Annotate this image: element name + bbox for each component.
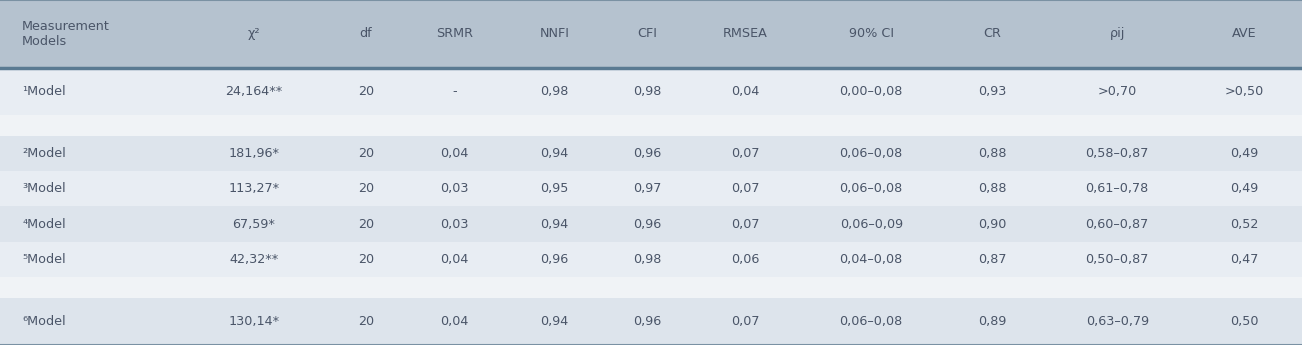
Text: 0,52: 0,52 bbox=[1230, 218, 1258, 230]
Text: 0,58–0,87: 0,58–0,87 bbox=[1086, 147, 1148, 160]
Text: ⁴Model: ⁴Model bbox=[22, 218, 66, 230]
Text: 20: 20 bbox=[358, 253, 374, 266]
Text: RMSEA: RMSEA bbox=[723, 28, 768, 40]
Text: 0,04: 0,04 bbox=[440, 315, 469, 328]
Text: Measurement
Models: Measurement Models bbox=[22, 20, 109, 48]
Text: 0,06–0,09: 0,06–0,09 bbox=[840, 218, 902, 230]
Text: 0,98: 0,98 bbox=[540, 85, 569, 98]
Text: >0,50: >0,50 bbox=[1224, 85, 1263, 98]
Text: 0,97: 0,97 bbox=[633, 182, 661, 195]
Text: 0,94: 0,94 bbox=[540, 147, 569, 160]
Text: 0,96: 0,96 bbox=[540, 253, 569, 266]
Text: 0,60–0,87: 0,60–0,87 bbox=[1086, 218, 1148, 230]
Bar bbox=[0, 68, 1302, 115]
Text: 0,03: 0,03 bbox=[440, 218, 469, 230]
Text: 0,88: 0,88 bbox=[978, 182, 1006, 195]
Text: 20: 20 bbox=[358, 218, 374, 230]
Text: 0,95: 0,95 bbox=[540, 182, 569, 195]
Text: 0,96: 0,96 bbox=[633, 218, 661, 230]
Text: 0,96: 0,96 bbox=[633, 147, 661, 160]
Text: 0,94: 0,94 bbox=[540, 315, 569, 328]
Text: ¹Model: ¹Model bbox=[22, 85, 66, 98]
Text: 181,96*: 181,96* bbox=[228, 147, 280, 160]
Text: CR: CR bbox=[983, 28, 1001, 40]
Text: 0,98: 0,98 bbox=[633, 85, 661, 98]
Text: AVE: AVE bbox=[1232, 28, 1256, 40]
Text: df: df bbox=[359, 28, 372, 40]
Text: 24,164**: 24,164** bbox=[225, 85, 283, 98]
Text: NNFI: NNFI bbox=[539, 28, 569, 40]
Bar bbox=[0, 115, 1302, 136]
Text: 0,07: 0,07 bbox=[730, 315, 759, 328]
Text: 0,90: 0,90 bbox=[978, 218, 1006, 230]
Text: ³Model: ³Model bbox=[22, 182, 66, 195]
Text: 0,49: 0,49 bbox=[1230, 182, 1258, 195]
Text: 0,96: 0,96 bbox=[633, 315, 661, 328]
Text: 20: 20 bbox=[358, 315, 374, 328]
Text: -: - bbox=[452, 85, 457, 98]
Text: 0,00–0,08: 0,00–0,08 bbox=[840, 85, 902, 98]
Text: 0,50–0,87: 0,50–0,87 bbox=[1086, 253, 1148, 266]
Text: 90% CI: 90% CI bbox=[849, 28, 893, 40]
Text: 0,06–0,08: 0,06–0,08 bbox=[840, 315, 902, 328]
Bar bbox=[0, 298, 1302, 345]
Bar bbox=[0, 136, 1302, 171]
Text: 0,07: 0,07 bbox=[730, 182, 759, 195]
Bar bbox=[0, 242, 1302, 277]
Text: 0,94: 0,94 bbox=[540, 218, 569, 230]
Text: 0,06–0,08: 0,06–0,08 bbox=[840, 182, 902, 195]
Text: 0,49: 0,49 bbox=[1230, 147, 1258, 160]
Text: ⁶Model: ⁶Model bbox=[22, 315, 66, 328]
Text: SRMR: SRMR bbox=[436, 28, 473, 40]
Text: 0,04: 0,04 bbox=[440, 147, 469, 160]
Text: χ²: χ² bbox=[247, 28, 260, 40]
Text: ²Model: ²Model bbox=[22, 147, 66, 160]
Text: CFI: CFI bbox=[637, 28, 658, 40]
Text: 20: 20 bbox=[358, 85, 374, 98]
Text: 20: 20 bbox=[358, 182, 374, 195]
Text: 0,06: 0,06 bbox=[732, 253, 759, 266]
Text: 0,93: 0,93 bbox=[978, 85, 1006, 98]
Text: 130,14*: 130,14* bbox=[228, 315, 280, 328]
Text: 0,47: 0,47 bbox=[1230, 253, 1258, 266]
Text: 0,50: 0,50 bbox=[1229, 315, 1258, 328]
Text: 0,04–0,08: 0,04–0,08 bbox=[840, 253, 902, 266]
Text: 42,32**: 42,32** bbox=[229, 253, 279, 266]
Bar bbox=[0, 277, 1302, 298]
Text: 0,63–0,79: 0,63–0,79 bbox=[1086, 315, 1148, 328]
Text: 0,07: 0,07 bbox=[730, 218, 759, 230]
Text: ⁵Model: ⁵Model bbox=[22, 253, 66, 266]
Text: ρij: ρij bbox=[1109, 28, 1125, 40]
Bar bbox=[0, 171, 1302, 206]
Text: 0,07: 0,07 bbox=[730, 147, 759, 160]
Text: 0,61–0,78: 0,61–0,78 bbox=[1086, 182, 1148, 195]
Text: 113,27*: 113,27* bbox=[228, 182, 280, 195]
Text: 0,87: 0,87 bbox=[978, 253, 1006, 266]
Text: >0,70: >0,70 bbox=[1098, 85, 1137, 98]
Text: 67,59*: 67,59* bbox=[233, 218, 276, 230]
Text: 0,04: 0,04 bbox=[440, 253, 469, 266]
Text: 0,04: 0,04 bbox=[732, 85, 759, 98]
Text: 0,03: 0,03 bbox=[440, 182, 469, 195]
Text: 20: 20 bbox=[358, 147, 374, 160]
Text: 0,06–0,08: 0,06–0,08 bbox=[840, 147, 902, 160]
Text: 0,89: 0,89 bbox=[978, 315, 1006, 328]
Bar bbox=[0, 0, 1302, 68]
Text: 0,88: 0,88 bbox=[978, 147, 1006, 160]
Text: 0,98: 0,98 bbox=[633, 253, 661, 266]
Bar bbox=[0, 206, 1302, 242]
